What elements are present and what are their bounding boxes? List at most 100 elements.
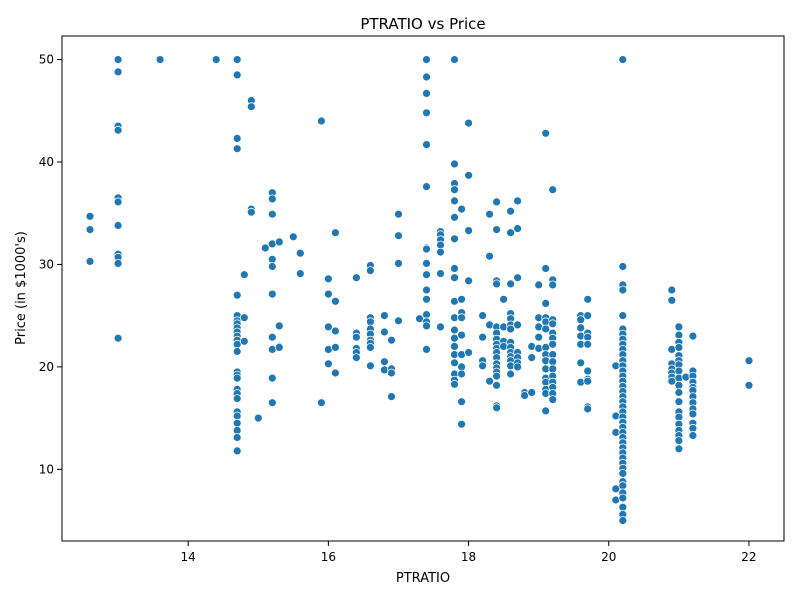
data-point-168: [478, 332, 488, 342]
data-point-61: [253, 413, 263, 423]
data-point-320: [618, 502, 628, 512]
data-point-174: [485, 376, 495, 386]
data-point-164: [464, 226, 474, 236]
data-point-118: [422, 258, 431, 268]
data-point-211: [513, 196, 522, 206]
data-point-79: [330, 342, 340, 352]
data-point-189: [492, 371, 502, 381]
x-tick-label: 16: [321, 550, 336, 564]
data-point-131: [436, 269, 445, 279]
data-point-349: [674, 444, 684, 454]
points-layer: [85, 55, 754, 525]
data-point-48: [246, 207, 256, 217]
plot-frame: [61, 35, 785, 542]
data-point-44: [239, 336, 249, 346]
data-point-97: [379, 311, 389, 321]
data-point-18: [232, 133, 242, 143]
data-point-160: [457, 397, 467, 407]
data-point-166: [464, 348, 474, 357]
data-point-146: [450, 341, 459, 351]
data-point-83: [351, 332, 361, 342]
data-point-199: [506, 279, 516, 289]
data-point-138: [450, 212, 459, 222]
data-point-362: [688, 423, 698, 433]
data-point-243: [541, 406, 551, 416]
data-point-57: [267, 332, 277, 342]
data-point-224: [534, 280, 544, 290]
data-point-254: [548, 364, 558, 374]
data-point-151: [450, 379, 459, 389]
x-tick-label: 22: [741, 550, 756, 564]
data-point-113: [422, 108, 431, 118]
x-tick-label: 14: [181, 550, 196, 564]
data-point-41: [232, 446, 242, 456]
data-point-1: [85, 225, 95, 235]
data-point-360: [688, 409, 698, 419]
data-point-141: [450, 273, 459, 283]
data-point-274: [583, 376, 593, 386]
data-point-105: [394, 209, 403, 219]
data-point-276: [583, 404, 593, 414]
data-point-365: [744, 380, 754, 390]
data-point-90: [365, 317, 375, 327]
data-point-112: [422, 89, 431, 98]
y-tick-label: 20: [39, 360, 54, 374]
chart-title: PTRATIO vs Price: [360, 15, 485, 33]
data-point-12: [113, 258, 123, 268]
data-point-167: [478, 311, 488, 321]
data-point-265: [576, 358, 586, 368]
data-point-130: [436, 247, 445, 257]
data-point-65: [274, 342, 284, 352]
data-point-159: [457, 369, 467, 379]
data-point-52: [267, 209, 277, 219]
x-axis: 14 16 18 20 22: [181, 541, 757, 564]
data-point-78: [330, 326, 340, 336]
data-point-229: [541, 128, 551, 138]
data-point-331: [674, 322, 684, 332]
data-point-172: [485, 251, 495, 261]
data-point-104: [387, 392, 396, 402]
data-point-244: [548, 185, 558, 195]
data-point-108: [394, 316, 403, 326]
data-point-119: [422, 270, 431, 280]
data-point-9: [113, 221, 123, 230]
y-tick-label: 30: [39, 257, 54, 271]
data-point-37: [232, 411, 242, 421]
data-point-132: [436, 322, 445, 332]
data-point-342: [674, 397, 684, 407]
data-point-170: [478, 361, 488, 371]
data-point-68: [295, 269, 305, 279]
data-point-107: [394, 258, 403, 268]
y-tick-label: 50: [39, 53, 54, 67]
data-point-348: [674, 436, 684, 446]
data-point-51: [267, 194, 277, 204]
data-point-262: [576, 323, 586, 333]
data-point-96: [365, 361, 375, 371]
data-point-42: [239, 270, 249, 280]
data-point-43: [239, 313, 249, 323]
data-point-73: [323, 322, 333, 332]
data-point-175: [492, 197, 502, 207]
data-point-46: [246, 102, 256, 112]
data-point-234: [541, 324, 551, 334]
data-point-283: [618, 262, 628, 271]
y-tick-label: 10: [39, 462, 54, 476]
data-point-80: [330, 368, 340, 378]
data-point-152: [457, 204, 467, 214]
data-point-176: [492, 225, 502, 235]
data-point-62: [274, 237, 284, 247]
data-point-49: [260, 243, 270, 253]
data-point-285: [618, 285, 628, 295]
data-point-56: [267, 289, 277, 299]
data-point-3: [113, 55, 123, 64]
data-point-246: [548, 280, 558, 290]
data-point-212: [513, 224, 522, 234]
data-point-72: [323, 289, 333, 299]
data-point-323: [667, 285, 677, 295]
data-point-86: [351, 353, 361, 363]
data-point-363: [688, 431, 698, 440]
data-point-115: [422, 182, 431, 192]
data-point-40: [232, 433, 242, 442]
data-point-322: [618, 516, 628, 525]
data-point-161: [457, 419, 467, 429]
